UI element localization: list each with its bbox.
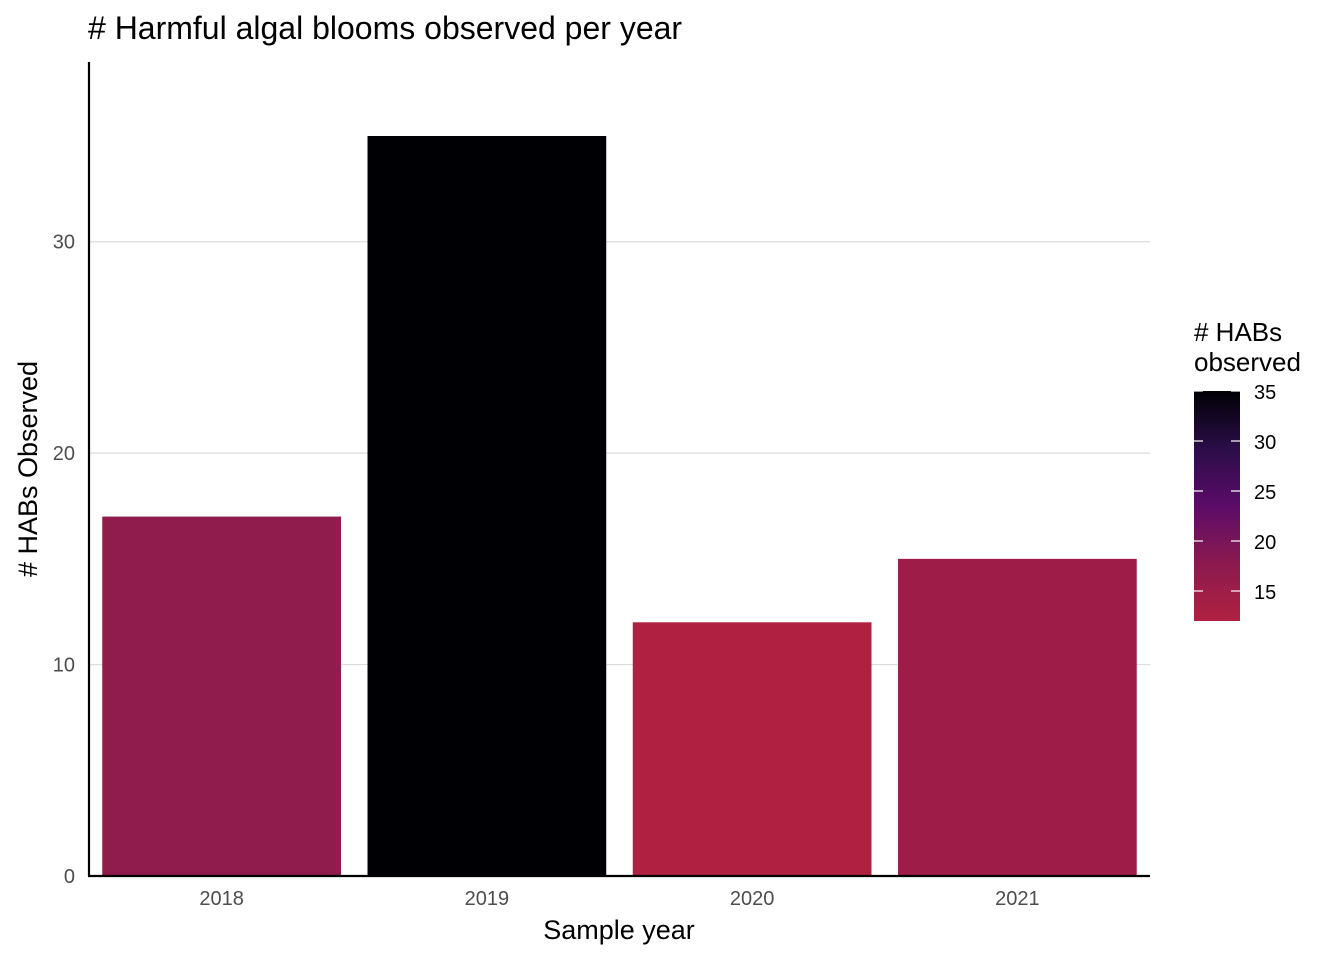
bar-2019 — [367, 136, 607, 876]
y-tick-label: 30 — [53, 232, 75, 254]
x-axis-title: Sample year — [543, 915, 695, 945]
colorbar-tick-label: 35 — [1254, 382, 1276, 404]
y-tick-labels: 0 10 20 30 — [53, 232, 75, 888]
x-tick-label: 2021 — [995, 888, 1040, 910]
bar-2021 — [898, 558, 1137, 876]
x-tick-labels: 2018 2019 2020 2021 — [199, 888, 1039, 910]
bar-2018 — [102, 516, 341, 876]
y-axis-title: # HABs Observed — [13, 361, 43, 577]
chart-title: # Harmful algal blooms observed per year — [88, 10, 682, 46]
colorbar — [1194, 391, 1240, 621]
colorbar-tick-label: 15 — [1254, 582, 1276, 604]
legend-title-line-1: # HABs — [1194, 317, 1282, 347]
legend: # HABs observed 15 20 25 30 35 — [1194, 317, 1301, 621]
colorbar-tick-label: 30 — [1254, 432, 1276, 454]
x-tick-label: 2018 — [199, 888, 244, 910]
x-tick-label: 2019 — [465, 888, 510, 910]
colorbar-tick-label: 20 — [1254, 532, 1276, 554]
colorbar-tick-label: 25 — [1254, 482, 1276, 504]
y-tick-label: 20 — [53, 443, 75, 465]
x-tick-label: 2020 — [730, 888, 775, 910]
bar-2020 — [632, 622, 872, 876]
bars — [102, 136, 1137, 876]
colorbar-ticks: 15 20 25 30 35 — [1194, 382, 1276, 604]
y-tick-label: 0 — [64, 866, 75, 888]
y-tick-label: 10 — [53, 655, 75, 677]
legend-title-line-2: observed — [1194, 347, 1301, 377]
